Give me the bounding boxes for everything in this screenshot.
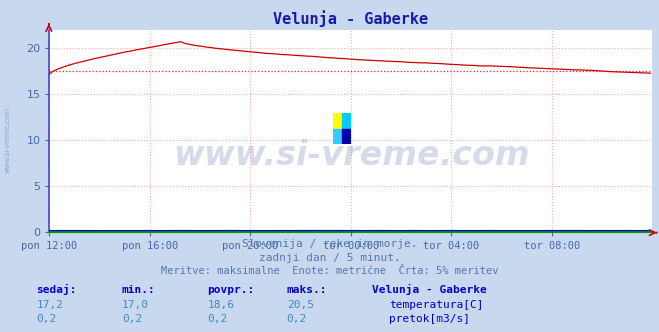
- Text: povpr.:: povpr.:: [208, 285, 255, 295]
- Text: maks.:: maks.:: [287, 285, 327, 295]
- Text: 0,2: 0,2: [36, 314, 57, 324]
- Text: pretok[m3/s]: pretok[m3/s]: [389, 314, 471, 324]
- Text: 18,6: 18,6: [208, 300, 235, 310]
- Text: sedaj:: sedaj:: [36, 284, 76, 295]
- Text: www.si-vreme.com: www.si-vreme.com: [5, 106, 11, 173]
- Text: 17,2: 17,2: [36, 300, 63, 310]
- Text: Velunja - Gaberke: Velunja - Gaberke: [372, 284, 487, 295]
- Polygon shape: [333, 113, 342, 129]
- Text: 0,2: 0,2: [122, 314, 142, 324]
- Text: zadnji dan / 5 minut.: zadnji dan / 5 minut.: [258, 253, 401, 263]
- Text: Meritve: maksimalne  Enote: metrične  Črta: 5% meritev: Meritve: maksimalne Enote: metrične Črta…: [161, 266, 498, 276]
- Text: temperatura[C]: temperatura[C]: [389, 300, 484, 310]
- Text: Slovenija / reke in morje.: Slovenija / reke in morje.: [242, 239, 417, 249]
- Text: 20,5: 20,5: [287, 300, 314, 310]
- Polygon shape: [333, 129, 342, 144]
- Title: Velunja - Gaberke: Velunja - Gaberke: [273, 11, 428, 27]
- Text: min.:: min.:: [122, 285, 156, 295]
- Polygon shape: [342, 129, 351, 144]
- Text: 0,2: 0,2: [287, 314, 307, 324]
- Text: 0,2: 0,2: [208, 314, 228, 324]
- Text: www.si-vreme.com: www.si-vreme.com: [173, 139, 529, 172]
- Polygon shape: [342, 113, 351, 129]
- Text: 17,0: 17,0: [122, 300, 149, 310]
